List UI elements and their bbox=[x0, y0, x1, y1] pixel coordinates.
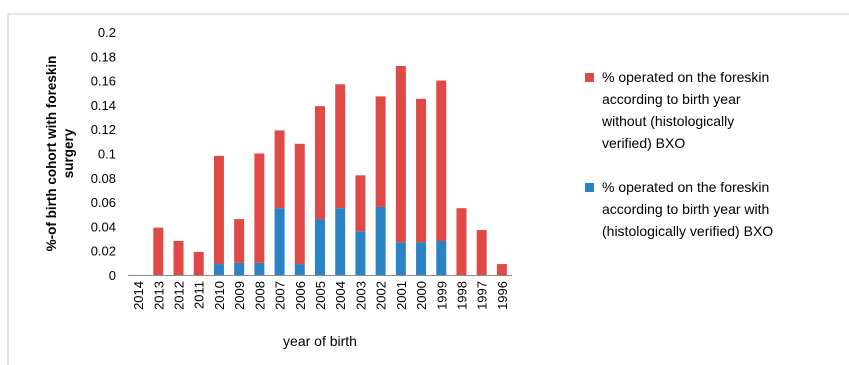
legend-label-without-bxo: % operated on the foreskin according to … bbox=[602, 69, 770, 151]
legend-label-with-bxo: % operated on the foreskin according to … bbox=[602, 179, 774, 239]
bar-with-bxo bbox=[254, 262, 265, 275]
bar-without-bxo bbox=[456, 208, 467, 275]
bar-without-bxo bbox=[395, 66, 406, 243]
x-tick-label: 1996 bbox=[495, 281, 510, 310]
y-axis-ticks: 0 0.02 0.04 0.06 0.08 0.1 0.12 0.14 0.16 0.18 0.2 bbox=[91, 25, 116, 283]
x-tick-label: 2010 bbox=[212, 281, 227, 310]
y-tick-label: 0.06 bbox=[91, 195, 116, 210]
bar-with-bxo bbox=[213, 264, 224, 275]
bar-without-bxo bbox=[153, 227, 164, 275]
x-tick-label: 2014 bbox=[131, 281, 146, 310]
bar-without-bxo bbox=[375, 96, 386, 207]
x-tick-label: 2001 bbox=[394, 281, 409, 310]
bar-with-bxo bbox=[395, 242, 406, 275]
x-tick-label: 1999 bbox=[434, 281, 449, 310]
bar-with-bxo bbox=[274, 208, 285, 275]
y-tick-label: 0.2 bbox=[98, 25, 116, 40]
x-tick-label: 2012 bbox=[172, 281, 187, 310]
bar-without-bxo bbox=[416, 98, 427, 243]
x-tick-label: 2008 bbox=[252, 281, 267, 310]
y-tick-label: 0.08 bbox=[91, 171, 116, 186]
x-tick-label: 2003 bbox=[353, 281, 368, 310]
bar-without-bxo bbox=[254, 153, 265, 263]
x-tick-label: 2007 bbox=[273, 281, 288, 310]
y-tick-label: 0.1 bbox=[98, 147, 116, 162]
legend-swatch-with-bxo bbox=[585, 183, 594, 192]
bar-without-bxo bbox=[173, 240, 184, 275]
bar-with-bxo bbox=[416, 242, 427, 275]
y-axis-title: %-of birth cohort with foreskin surgery bbox=[44, 56, 76, 252]
bar-without-bxo bbox=[213, 155, 224, 265]
bar-without-bxo bbox=[315, 106, 325, 220]
x-axis-ticks: 2014 2013 2012 2011 2010 2009 2008 2007 2006 2005… bbox=[131, 281, 510, 310]
legend-item-without-bxo: % operated on the foreskin according to … bbox=[585, 66, 847, 154]
y-tick-label: 0 bbox=[109, 268, 116, 283]
x-tick-label: 2004 bbox=[333, 281, 348, 310]
bar-with-bxo bbox=[375, 206, 386, 275]
x-tick-label: 2011 bbox=[192, 281, 207, 309]
y-tick-label: 0.04 bbox=[91, 219, 116, 234]
bars-group bbox=[153, 66, 507, 275]
bar-without-bxo bbox=[476, 230, 487, 275]
y-tick-label: 0.02 bbox=[91, 244, 116, 259]
bar-with-bxo bbox=[315, 219, 325, 275]
legend-item-with-bxo: % operated on the foreskin according to … bbox=[585, 176, 847, 242]
x-axis-title: year of birth bbox=[283, 333, 357, 349]
x-tick-label: 2005 bbox=[313, 281, 328, 310]
bar-without-bxo bbox=[193, 251, 204, 275]
y-tick-label: 0.12 bbox=[91, 122, 116, 137]
x-tick-label: 2009 bbox=[232, 281, 247, 310]
bar-with-bxo bbox=[294, 264, 305, 275]
bar-with-bxo bbox=[436, 240, 447, 275]
bar-without-bxo bbox=[335, 84, 346, 209]
bar-with-bxo bbox=[234, 262, 245, 275]
bar-without-bxo bbox=[355, 175, 366, 232]
x-tick-label: 2000 bbox=[414, 281, 429, 310]
y-tick-label: 0.14 bbox=[91, 98, 116, 113]
y-tick-label: 0.18 bbox=[91, 49, 116, 64]
x-tick-label: 2013 bbox=[151, 281, 166, 310]
x-tick-label: 2002 bbox=[374, 281, 389, 310]
x-tick-label: 1998 bbox=[454, 281, 469, 310]
bar-without-bxo bbox=[234, 219, 245, 263]
x-tick-label: 2006 bbox=[293, 281, 308, 310]
legend: % operated on the foreskin according to … bbox=[585, 66, 847, 264]
legend-swatch-without-bxo bbox=[585, 73, 594, 82]
bar-without-bxo bbox=[294, 143, 305, 265]
y-tick-label: 0.16 bbox=[91, 74, 116, 89]
x-tick-label: 1997 bbox=[475, 281, 490, 310]
bar-with-bxo bbox=[335, 208, 346, 275]
bar-without-bxo bbox=[436, 80, 447, 241]
bar-without-bxo bbox=[274, 130, 285, 209]
bar-with-bxo bbox=[355, 231, 366, 275]
bar-without-bxo bbox=[496, 264, 507, 275]
